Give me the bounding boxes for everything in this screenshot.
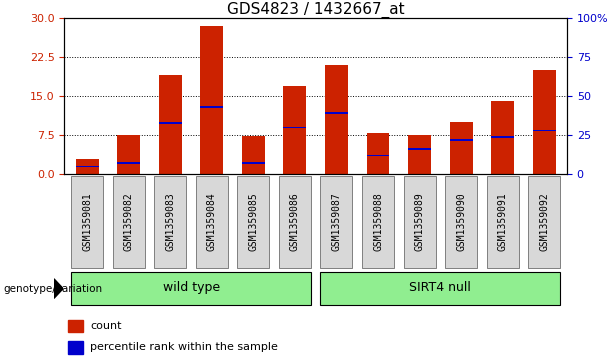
FancyBboxPatch shape xyxy=(113,176,145,268)
FancyBboxPatch shape xyxy=(237,176,269,268)
Bar xyxy=(68,319,83,332)
Bar xyxy=(117,162,140,164)
Bar xyxy=(533,70,555,174)
Text: GSM1359089: GSM1359089 xyxy=(414,192,425,251)
Bar xyxy=(283,86,306,174)
FancyBboxPatch shape xyxy=(196,176,228,268)
Bar xyxy=(242,136,265,174)
Text: SIRT4 null: SIRT4 null xyxy=(409,281,471,294)
Bar xyxy=(76,159,99,174)
Bar xyxy=(76,166,99,167)
Bar xyxy=(325,65,348,174)
Bar xyxy=(533,130,555,131)
Text: GSM1359081: GSM1359081 xyxy=(82,192,92,251)
Bar xyxy=(200,26,223,174)
Text: genotype/variation: genotype/variation xyxy=(3,284,102,294)
Bar xyxy=(68,341,83,354)
Text: GSM1359091: GSM1359091 xyxy=(498,192,508,251)
Bar xyxy=(200,106,223,108)
Text: GSM1359083: GSM1359083 xyxy=(166,192,175,251)
FancyBboxPatch shape xyxy=(279,176,311,268)
FancyBboxPatch shape xyxy=(71,272,311,305)
Text: count: count xyxy=(90,321,121,331)
Title: GDS4823 / 1432667_at: GDS4823 / 1432667_at xyxy=(227,2,405,18)
Polygon shape xyxy=(54,279,63,298)
Text: GSM1359086: GSM1359086 xyxy=(290,192,300,251)
Bar xyxy=(450,122,473,174)
Bar xyxy=(325,113,348,114)
Text: GSM1359092: GSM1359092 xyxy=(539,192,549,251)
Text: GSM1359090: GSM1359090 xyxy=(456,192,466,251)
Bar xyxy=(367,155,389,156)
Bar xyxy=(117,135,140,174)
Text: wild type: wild type xyxy=(162,281,219,294)
Bar xyxy=(367,132,389,174)
Bar xyxy=(450,139,473,141)
FancyBboxPatch shape xyxy=(487,176,519,268)
Bar xyxy=(159,122,181,124)
FancyBboxPatch shape xyxy=(528,176,560,268)
Bar xyxy=(408,148,431,150)
Bar xyxy=(242,162,265,164)
Bar xyxy=(159,76,181,174)
Text: GSM1359085: GSM1359085 xyxy=(248,192,259,251)
Text: GSM1359084: GSM1359084 xyxy=(207,192,217,251)
FancyBboxPatch shape xyxy=(71,176,103,268)
FancyBboxPatch shape xyxy=(362,176,394,268)
FancyBboxPatch shape xyxy=(154,176,186,268)
Text: GSM1359087: GSM1359087 xyxy=(332,192,341,251)
Text: GSM1359088: GSM1359088 xyxy=(373,192,383,251)
Text: percentile rank within the sample: percentile rank within the sample xyxy=(90,342,278,352)
FancyBboxPatch shape xyxy=(445,176,477,268)
FancyBboxPatch shape xyxy=(321,272,560,305)
Bar xyxy=(491,101,514,174)
Bar xyxy=(408,135,431,174)
Bar xyxy=(491,136,514,138)
Bar xyxy=(283,126,306,129)
FancyBboxPatch shape xyxy=(403,176,436,268)
Text: GSM1359082: GSM1359082 xyxy=(124,192,134,251)
FancyBboxPatch shape xyxy=(321,176,352,268)
